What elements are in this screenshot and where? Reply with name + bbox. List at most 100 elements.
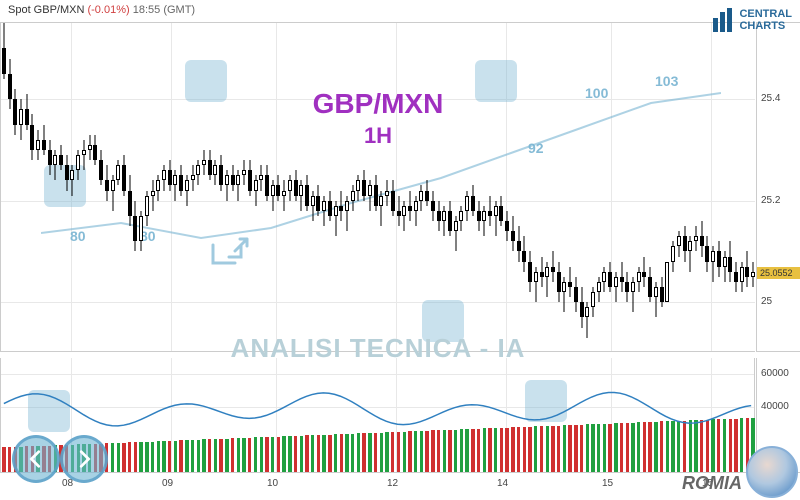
x-tick-label: 15 xyxy=(602,478,613,489)
price-y-axis: 2525.225.425.0552 xyxy=(756,22,800,352)
romia-label: ROMIA xyxy=(682,473,742,494)
candle xyxy=(59,145,63,170)
candle xyxy=(522,236,526,272)
candle xyxy=(540,257,544,287)
candle xyxy=(316,185,320,215)
candle xyxy=(173,170,177,200)
watermark-icon xyxy=(185,60,227,102)
timestamp: 18:55 (GMT) xyxy=(133,4,195,16)
candle xyxy=(254,175,258,205)
candle xyxy=(65,155,69,191)
candle xyxy=(168,160,172,190)
candle xyxy=(276,175,280,200)
candle xyxy=(505,211,509,241)
price-chart[interactable]: GBP/MXN 1H ANALISI TECNICA - IA xyxy=(0,22,755,352)
candle xyxy=(477,201,481,231)
candle xyxy=(488,196,492,226)
candle xyxy=(637,267,641,292)
avatar-icon[interactable] xyxy=(746,446,798,498)
candle xyxy=(334,201,338,237)
change-pct: (-0.01%) xyxy=(87,4,129,16)
candle xyxy=(294,170,298,200)
candle xyxy=(425,180,429,205)
candle xyxy=(723,251,727,281)
pair-label: Spot GBP/MXN xyxy=(8,4,84,16)
candle xyxy=(111,175,115,211)
candle xyxy=(299,180,303,210)
watermark-number: 92 xyxy=(528,140,544,156)
candle xyxy=(677,231,681,256)
candle xyxy=(465,191,469,221)
candle xyxy=(642,257,646,287)
share-arrow-icon xyxy=(205,225,253,278)
candle xyxy=(671,241,675,271)
candle xyxy=(694,226,698,251)
next-button[interactable] xyxy=(60,435,108,483)
y-tick-label: 25 xyxy=(761,296,772,307)
candle xyxy=(591,287,595,317)
candle xyxy=(654,282,658,318)
candle xyxy=(745,251,749,287)
chart-title-pair: GBP/MXN xyxy=(313,88,444,120)
candle xyxy=(534,267,538,303)
watermark-number: 103 xyxy=(655,73,678,89)
candle xyxy=(48,140,52,176)
candle xyxy=(116,160,120,185)
prev-button[interactable] xyxy=(12,435,60,483)
candle xyxy=(517,226,521,262)
candle xyxy=(322,196,326,226)
candle xyxy=(442,206,446,236)
candle xyxy=(574,277,578,313)
x-tick-label: 10 xyxy=(267,478,278,489)
candle xyxy=(196,160,200,185)
candle xyxy=(8,59,12,110)
candle xyxy=(42,125,46,155)
candle xyxy=(597,277,601,302)
candle xyxy=(282,180,286,210)
candle xyxy=(385,180,389,205)
candle xyxy=(19,99,23,140)
current-price-tag: 25.0552 xyxy=(757,267,800,279)
candle xyxy=(551,251,555,281)
candle xyxy=(179,165,183,195)
chart-header: Spot GBP/MXN (-0.01%) 18:55 (GMT) xyxy=(8,4,195,16)
volume-ma-line xyxy=(1,358,754,472)
time-x-axis: 08091012141515 xyxy=(0,475,755,499)
candle xyxy=(631,277,635,313)
candle xyxy=(545,262,549,298)
candle xyxy=(93,135,97,165)
candle xyxy=(688,236,692,272)
candle xyxy=(602,267,606,292)
candle xyxy=(139,211,143,252)
candle xyxy=(265,165,269,201)
candle xyxy=(419,185,423,210)
candle xyxy=(700,221,704,257)
candle xyxy=(648,267,652,303)
candle xyxy=(213,160,217,185)
candle xyxy=(391,180,395,216)
candle xyxy=(471,185,475,215)
candle xyxy=(408,191,412,221)
candle xyxy=(328,191,332,221)
candle xyxy=(225,170,229,200)
candle xyxy=(620,262,624,292)
candle xyxy=(133,201,137,252)
vol-y-tick: 60000 xyxy=(761,368,789,379)
candle xyxy=(528,251,532,292)
watermark-icon xyxy=(475,60,517,102)
candle xyxy=(305,175,309,211)
candle xyxy=(191,165,195,190)
candle xyxy=(70,165,74,195)
candle xyxy=(374,175,378,211)
candle xyxy=(397,196,401,226)
candle xyxy=(437,201,441,231)
x-tick-label: 09 xyxy=(162,478,173,489)
candle xyxy=(511,216,515,252)
candle xyxy=(414,196,418,226)
candle xyxy=(271,180,275,210)
candle xyxy=(705,236,709,272)
candle xyxy=(625,272,629,302)
candle xyxy=(185,175,189,205)
candle xyxy=(614,272,618,302)
volume-chart[interactable] xyxy=(0,358,755,473)
